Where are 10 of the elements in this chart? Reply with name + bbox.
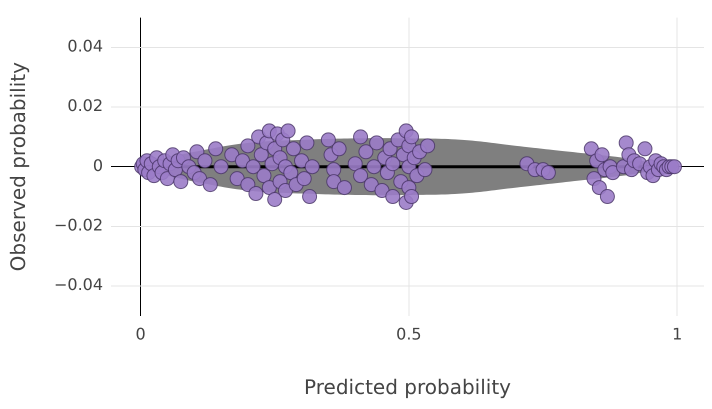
y-tick-label: 0.02 bbox=[67, 96, 104, 116]
x-axis-title: Predicted probability bbox=[304, 375, 512, 400]
x-tick-label: 1 bbox=[672, 324, 682, 344]
y-tick-label: −0.04 bbox=[54, 275, 104, 294]
y-tick-label: 0.04 bbox=[67, 36, 104, 56]
y-tick-label: 0 bbox=[92, 156, 104, 175]
x-tick-label: 0 bbox=[135, 324, 146, 344]
y-axis-title: Observed probability bbox=[6, 62, 30, 272]
y-tick-label: −0.02 bbox=[54, 215, 104, 234]
x-tick-label: 0.5 bbox=[396, 324, 422, 344]
